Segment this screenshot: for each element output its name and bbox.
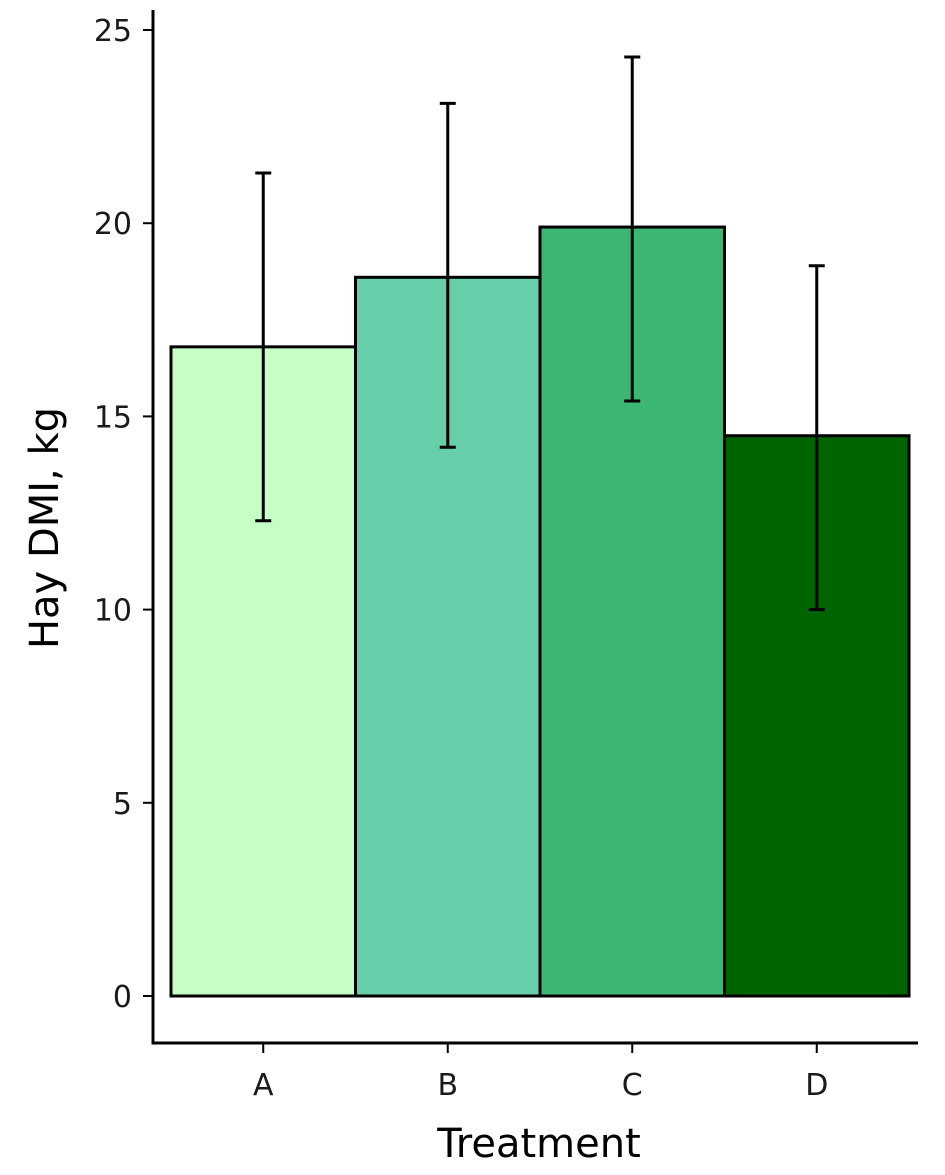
error-bar-b <box>439 101 456 449</box>
error-bar-a <box>255 171 272 523</box>
y-tick-label: 25 <box>94 14 132 49</box>
x-axis-title: Treatment <box>436 1121 641 1167</box>
x-axis-ticks: A B C D <box>253 1043 828 1103</box>
y-axis-title: Hay DMI, kg <box>22 407 68 649</box>
error-bars-layer <box>255 55 825 612</box>
y-axis-ticks: 0 5 10 15 20 25 <box>94 14 153 1015</box>
x-tick-label-c: C <box>622 1068 643 1103</box>
y-tick-label: 5 <box>113 787 132 822</box>
x-tick-label-d: D <box>805 1068 828 1103</box>
error-bar-d <box>808 264 825 612</box>
x-tick-label-a: A <box>253 1068 274 1103</box>
y-tick-label: 20 <box>94 207 132 242</box>
y-tick-label: 0 <box>113 980 132 1015</box>
y-tick-label: 15 <box>94 400 132 435</box>
error-bar-c <box>624 55 641 403</box>
y-tick-label: 10 <box>94 594 132 629</box>
x-tick-label-b: B <box>437 1068 458 1103</box>
bars-layer <box>169 225 911 998</box>
